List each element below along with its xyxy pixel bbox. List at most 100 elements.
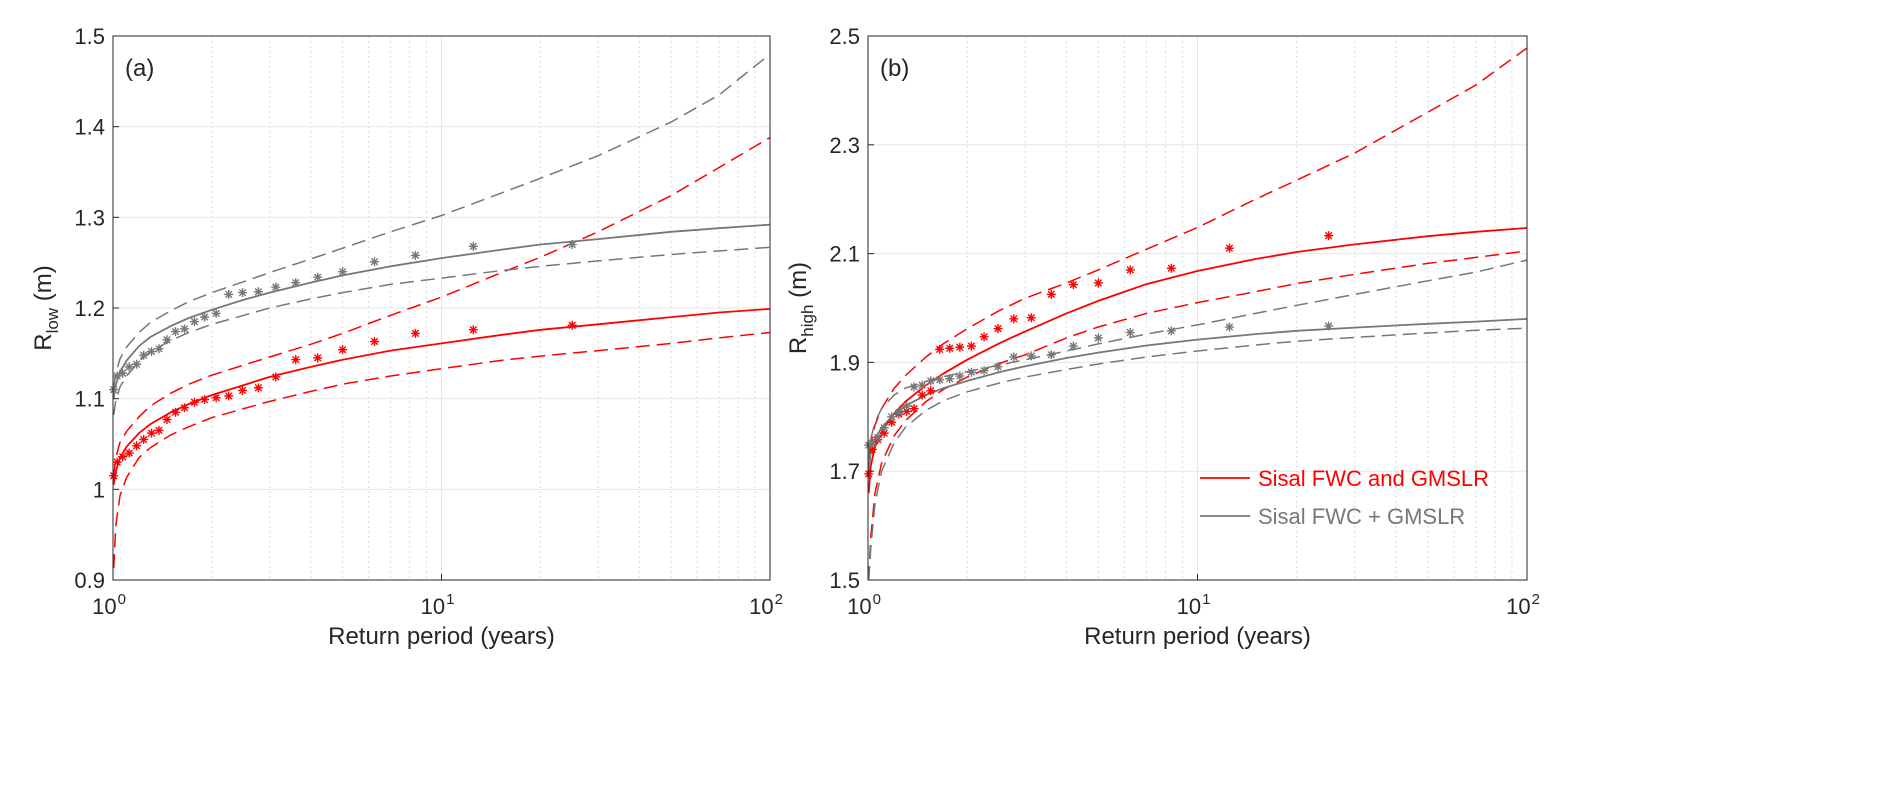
star-stroke <box>411 329 420 338</box>
star-stroke <box>880 429 888 437</box>
data-point <box>271 372 281 382</box>
star-stroke <box>155 345 163 353</box>
x-tick-label: 101 <box>1177 591 1211 619</box>
data-point <box>1046 350 1056 360</box>
data-points-red <box>864 231 1334 479</box>
x-tick-label: 102 <box>1506 591 1540 619</box>
star-stroke <box>1094 279 1103 287</box>
data-point <box>945 343 955 353</box>
star-stroke <box>314 354 322 362</box>
x-tick-base: 10 <box>1506 594 1530 619</box>
star-stroke <box>967 368 976 376</box>
star-stroke <box>910 404 918 413</box>
data-point <box>200 395 210 405</box>
data-point <box>1068 280 1078 290</box>
y-axis-label-main: R <box>30 333 57 350</box>
y-tick-label: 1.7 <box>829 459 860 484</box>
data-point <box>238 288 248 298</box>
data-point <box>179 403 189 413</box>
star-stroke <box>1010 353 1018 361</box>
data-point <box>917 390 927 400</box>
star-stroke <box>1069 342 1078 350</box>
ci-line-gray <box>112 246 771 416</box>
star-stroke <box>902 407 911 416</box>
star-stroke <box>1010 315 1018 323</box>
data-point <box>291 278 301 288</box>
star-stroke <box>238 386 247 395</box>
data-point <box>124 362 134 372</box>
star-stroke <box>926 377 935 385</box>
star-stroke <box>125 449 133 457</box>
star-stroke <box>370 258 379 266</box>
y-tick-label: 1.9 <box>829 350 860 375</box>
data-point <box>171 407 181 417</box>
data-point <box>171 327 181 337</box>
data-point <box>945 374 955 384</box>
data-point <box>1026 351 1036 361</box>
data-point <box>993 362 1003 372</box>
ci-line-gray <box>112 53 771 388</box>
data-point <box>1068 341 1078 351</box>
star-stroke <box>980 366 988 375</box>
data-point <box>935 375 945 385</box>
data-point <box>139 350 149 360</box>
legend-label: Sisal FWC and GMSLR <box>1258 466 1489 491</box>
data-point <box>200 312 210 322</box>
star-stroke <box>224 290 233 299</box>
data-point <box>410 250 420 260</box>
star-stroke <box>163 335 171 344</box>
ci-line-red <box>112 136 771 476</box>
star-stroke <box>272 373 280 381</box>
star-stroke <box>994 363 1002 371</box>
data-point <box>189 317 199 327</box>
data-points-red <box>109 320 577 481</box>
star-stroke <box>292 355 300 364</box>
star-stroke <box>956 343 964 351</box>
star-stroke <box>292 278 300 287</box>
data-point <box>238 386 248 396</box>
star-stroke <box>1324 231 1333 240</box>
star-stroke <box>895 408 903 417</box>
y-axis-label-subscript: high <box>798 305 817 337</box>
star-stroke <box>180 403 189 412</box>
x-tick-exponent: 1 <box>446 591 454 608</box>
data-point <box>189 397 199 407</box>
x-tick-label: 100 <box>92 591 126 619</box>
data-point <box>902 401 912 411</box>
legend: Sisal FWC and GMSLR Sisal FWC + GMSLR <box>1200 466 1489 529</box>
data-point <box>966 367 976 377</box>
y-tick-label: 2.3 <box>829 133 860 158</box>
star-stroke <box>238 288 247 297</box>
x-tick-base: 10 <box>749 594 773 619</box>
data-point <box>313 353 323 363</box>
x-axis-label: Return period (years) <box>1084 623 1311 650</box>
star-stroke <box>190 317 199 326</box>
y-axis-label: Rlow (m) <box>30 265 62 351</box>
y-axis-label: Rhigh (m) <box>785 262 817 354</box>
data-point <box>1093 278 1103 288</box>
star-stroke <box>147 429 156 437</box>
x-tick-base: 10 <box>1177 594 1201 619</box>
data-point <box>1009 352 1019 362</box>
data-point <box>253 383 263 393</box>
star-stroke <box>956 372 964 380</box>
legend-label: Sisal FWC + GMSLR <box>1258 504 1465 529</box>
star-stroke <box>873 433 882 442</box>
star-stroke <box>926 386 935 395</box>
star-stroke <box>190 398 199 407</box>
y-tick-label: 1.4 <box>74 115 105 140</box>
ci-line-gray <box>867 259 1528 461</box>
data-point <box>909 404 919 414</box>
star-stroke <box>902 402 911 410</box>
star-stroke <box>945 344 954 352</box>
star-stroke <box>212 309 220 318</box>
data-point <box>468 325 478 335</box>
data-point <box>567 240 577 250</box>
star-stroke <box>918 381 926 389</box>
x-tick-label: 101 <box>421 591 455 619</box>
star-stroke <box>887 413 896 421</box>
star-stroke <box>1225 323 1234 331</box>
data-point <box>179 324 189 334</box>
x-tick-label: 102 <box>749 591 783 619</box>
data-point <box>109 385 119 395</box>
